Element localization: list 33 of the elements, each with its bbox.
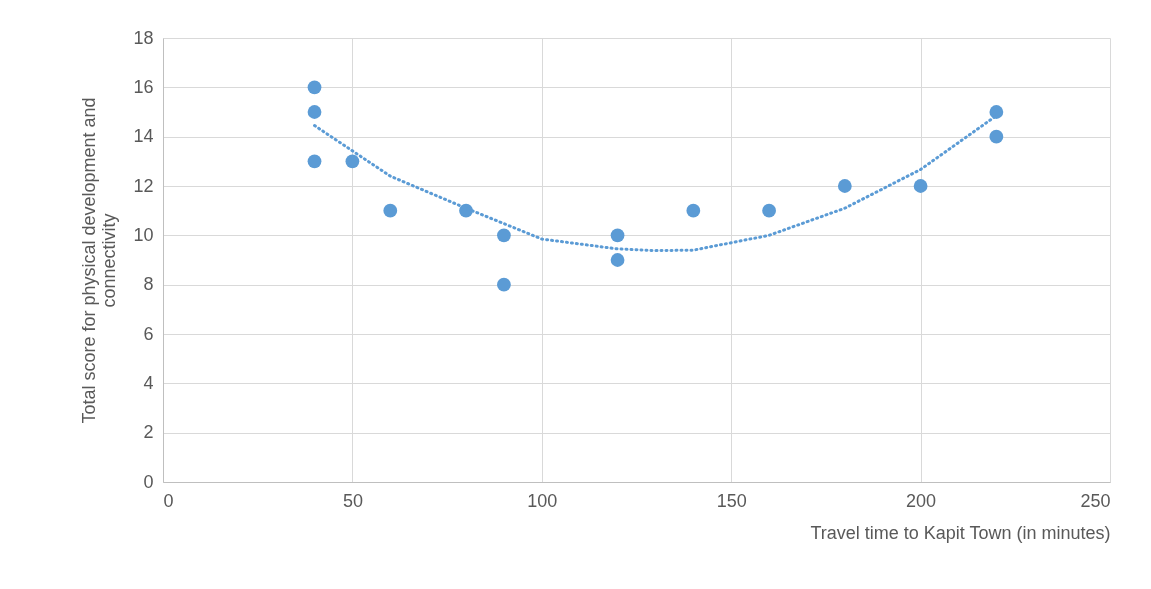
x-tick-label: 100 bbox=[527, 490, 558, 511]
y-tick-label: 16 bbox=[133, 76, 154, 97]
x-tick-label: 150 bbox=[716, 490, 747, 511]
y-tick-label: 6 bbox=[143, 323, 154, 344]
point bbox=[989, 129, 1004, 144]
x-tick-label: 0 bbox=[163, 490, 174, 511]
x-tick-label: 200 bbox=[906, 490, 937, 511]
point bbox=[307, 154, 322, 169]
x-axis-title: Travel time to Kapit Town (in minutes) bbox=[810, 522, 1111, 543]
y-tick-label: 2 bbox=[143, 422, 154, 443]
point bbox=[610, 228, 625, 243]
y-tick-label: 4 bbox=[143, 372, 154, 393]
y-tick-label: 14 bbox=[133, 126, 154, 147]
x-tick-label: 50 bbox=[342, 490, 363, 511]
point bbox=[345, 154, 360, 169]
point bbox=[762, 203, 776, 218]
y-tick-label: 8 bbox=[143, 274, 154, 295]
y-tick-label: 12 bbox=[133, 175, 154, 196]
point bbox=[307, 105, 322, 119]
point bbox=[497, 228, 511, 243]
point bbox=[989, 105, 1004, 119]
y-tick-label: 10 bbox=[133, 224, 154, 245]
y-tick-label: 0 bbox=[143, 471, 154, 492]
point bbox=[610, 253, 625, 267]
y-axis-title: Total score for physical development and connectivity bbox=[79, 97, 120, 424]
point bbox=[497, 277, 511, 292]
x-tick-label: 250 bbox=[1080, 490, 1111, 511]
point bbox=[686, 203, 701, 218]
point bbox=[913, 179, 928, 193]
point bbox=[307, 80, 322, 95]
y-tick-label: 18 bbox=[133, 27, 154, 48]
point bbox=[383, 203, 398, 218]
point bbox=[837, 179, 852, 193]
